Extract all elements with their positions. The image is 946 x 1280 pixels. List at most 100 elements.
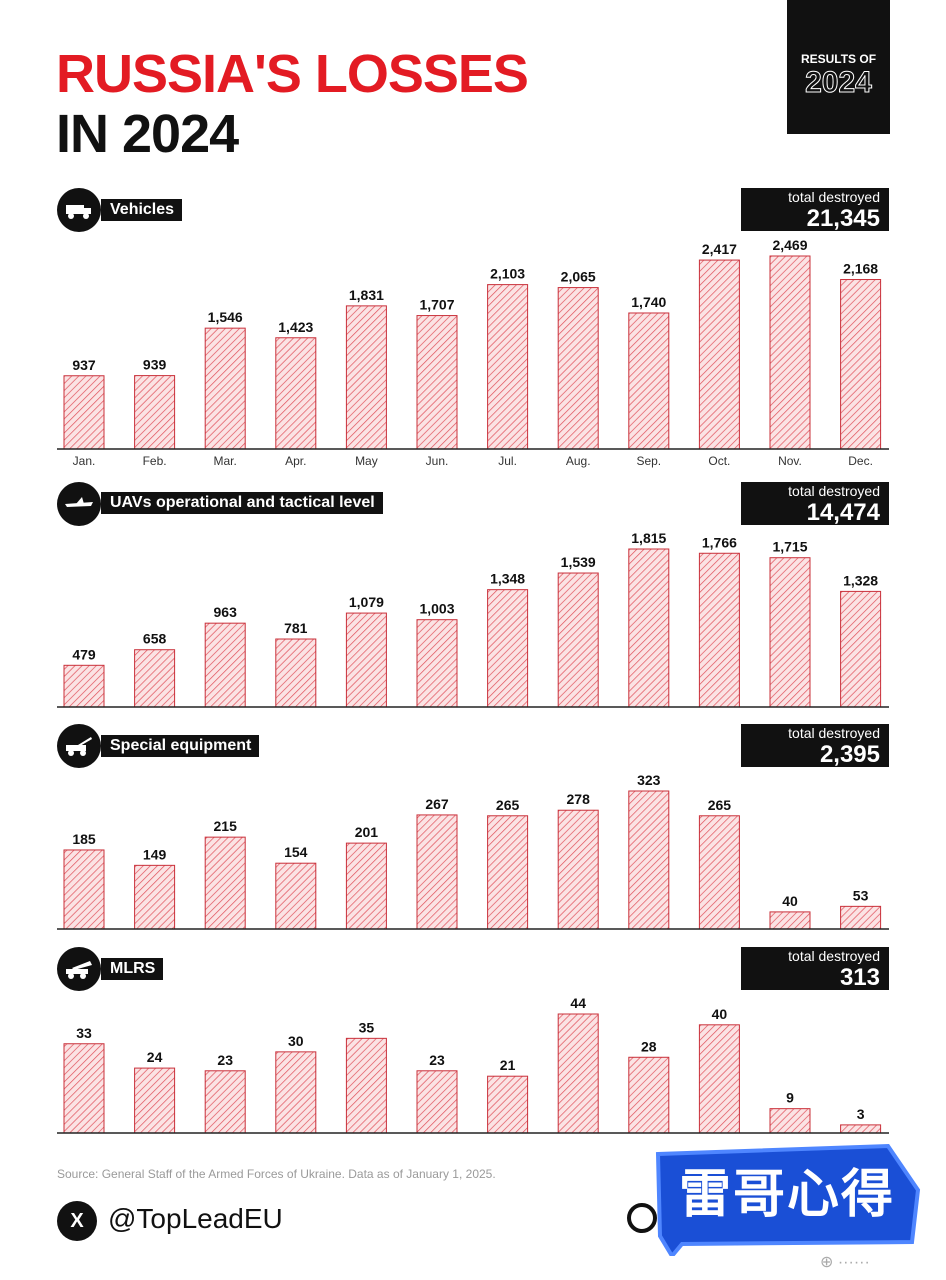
chart-1-x-label-9: Sep. — [636, 454, 661, 468]
chart-4-total-box: total destroyed 313 — [741, 947, 889, 991]
chart-4-bar-11 — [769, 1108, 811, 1134]
chart-1-x-label-11: Nov. — [778, 454, 802, 468]
chart-4-icon-badge — [57, 947, 101, 991]
chart-1-bar-11 — [769, 255, 811, 450]
chart-3-bar-5 — [345, 842, 387, 930]
chart-3-bar-4 — [275, 862, 317, 930]
chart-2-icon-badge — [57, 482, 101, 526]
chart-4-value-label-1: 33 — [76, 1025, 92, 1041]
chart-3-value-label-5: 201 — [355, 824, 379, 840]
chart-4-bar-7 — [487, 1075, 529, 1134]
chart-1-icon-badge — [57, 188, 101, 232]
chart-1-bar-8 — [557, 287, 599, 450]
chart-1-bar-9 — [628, 312, 670, 450]
results-badge-label: RESULTS OF — [800, 52, 877, 66]
chart-2-bar-11 — [769, 557, 811, 708]
chart-2-bar-10 — [698, 552, 740, 708]
chart-3-icon-badge — [57, 724, 101, 768]
chart-3-bar-3 — [204, 836, 246, 930]
chart-3-value-label-1: 185 — [72, 831, 96, 847]
chart-4-bar-2 — [134, 1067, 176, 1134]
chart-2-value-label-9: 1,815 — [631, 530, 666, 546]
chart-1-value-label-8: 2,065 — [561, 269, 596, 285]
social-handle[interactable]: @TopLeadEU — [108, 1203, 283, 1234]
source-note: Source: General Staff of the Armed Force… — [57, 1167, 496, 1181]
chart-3-value-label-12: 53 — [853, 887, 869, 903]
chart-2-bar-6 — [416, 619, 458, 708]
chart-2-value-label-11: 1,715 — [772, 539, 807, 555]
chart-1-x-label-12: Dec. — [848, 454, 873, 468]
chart-2-value-label-5: 1,079 — [349, 594, 384, 610]
chart-4-value-label-7: 21 — [500, 1057, 516, 1073]
chart-1-bar-4 — [275, 337, 317, 450]
chart-2-value-label-8: 1,539 — [561, 554, 596, 570]
watermark-footer: ⊕ ······ — [820, 1254, 870, 1271]
chart-1-x-label-3: Mar. — [214, 454, 237, 468]
chart-2-value-label-10: 1,766 — [702, 534, 737, 550]
chart-4-bar-4 — [275, 1051, 317, 1134]
chart-1-x-label-4: Apr. — [285, 454, 306, 468]
chart-4-value-label-11: 9 — [786, 1090, 794, 1106]
chart-1-bar-2 — [134, 375, 176, 450]
chart-2-title: UAVs operational and tactical level — [101, 492, 383, 514]
chart-1-x-label-6: Jun. — [426, 454, 449, 468]
rocket-launcher-icon — [66, 961, 92, 979]
chart-2-value-label-3: 963 — [214, 604, 238, 620]
chart-1-bar-10 — [698, 259, 740, 450]
chart-3-value-label-9: 323 — [637, 772, 661, 788]
chart-1-value-label-6: 1,707 — [419, 297, 454, 313]
chart-4-total-label: total destroyed — [788, 948, 880, 964]
chart-4-value-label-10: 40 — [712, 1006, 728, 1022]
chart-2-bar-8 — [557, 572, 599, 708]
chart-4-value-label-3: 23 — [217, 1052, 233, 1068]
chart-4-value-label-5: 35 — [359, 1019, 375, 1035]
chart-1-bar-5 — [345, 305, 387, 450]
chart-2-bar-1 — [63, 664, 105, 708]
chart-3-value-label-6: 267 — [425, 796, 449, 812]
chart-3-bar-9 — [628, 790, 670, 930]
chart-3-bar-6 — [416, 814, 458, 930]
truck-icon — [66, 205, 91, 219]
chart-2-total-label: total destroyed — [788, 483, 880, 499]
chart-1-value-label-1: 937 — [72, 357, 96, 373]
chart-1-x-label-7: Jul. — [498, 454, 517, 468]
results-badge: RESULTS OF 2024 — [787, 0, 890, 134]
chart-2-value-label-1: 479 — [72, 646, 96, 662]
chart-1-x-label-1: Jan. — [73, 454, 96, 468]
chart-4-bar-3 — [204, 1070, 246, 1134]
crane-truck-icon — [66, 737, 92, 756]
chart-3-bar-2 — [134, 864, 176, 930]
chart-2-bar-12 — [840, 590, 882, 708]
chart-2-bar-9 — [628, 548, 670, 708]
brand-logo-icon — [627, 1203, 657, 1233]
chart-4-value-label-2: 24 — [147, 1049, 163, 1065]
chart-1-bar-12 — [840, 279, 882, 450]
chart-3-bar-11 — [769, 911, 811, 930]
chart-2-value-label-6: 1,003 — [419, 601, 454, 617]
chart-1-bar-1 — [63, 375, 105, 450]
results-badge-year: 2024 — [805, 66, 873, 100]
chart-4-bar-5 — [345, 1037, 387, 1134]
chart-4-value-label-9: 28 — [641, 1038, 657, 1054]
chart-3-value-label-11: 40 — [782, 893, 798, 909]
chart-3-bar-12 — [840, 905, 882, 930]
chart-1-bar-3 — [204, 327, 246, 450]
x-logo-icon[interactable]: X — [57, 1201, 97, 1241]
chart-1-value-label-9: 1,740 — [631, 294, 666, 310]
chart-4-total-value: 313 — [839, 964, 880, 991]
chart-3-bar-8 — [557, 809, 599, 930]
chart-4-value-label-6: 23 — [429, 1052, 445, 1068]
chart-1-value-label-12: 2,168 — [843, 261, 878, 277]
chart-4-bar-10 — [698, 1024, 740, 1134]
chart-3-total-value: 2,395 — [819, 741, 880, 768]
chart-4-value-label-8: 44 — [570, 995, 586, 1011]
chart-2-value-label-4: 781 — [284, 620, 308, 636]
chart-2-value-label-12: 1,328 — [843, 572, 878, 588]
chart-2-total-value: 14,474 — [806, 499, 880, 526]
chart-1-title: Vehicles — [101, 199, 183, 221]
title-line-1: RUSSIA'S LOSSES — [56, 44, 529, 104]
chart-3-bar-10 — [698, 815, 740, 930]
chart-3-title: Special equipment — [101, 735, 260, 757]
chart-3-value-label-8: 278 — [567, 791, 591, 807]
chart-1-bars: 937 Jan. 939 Feb. 1,546 Mar. 1,423 Apr. 1,831 May… — [57, 237, 889, 468]
